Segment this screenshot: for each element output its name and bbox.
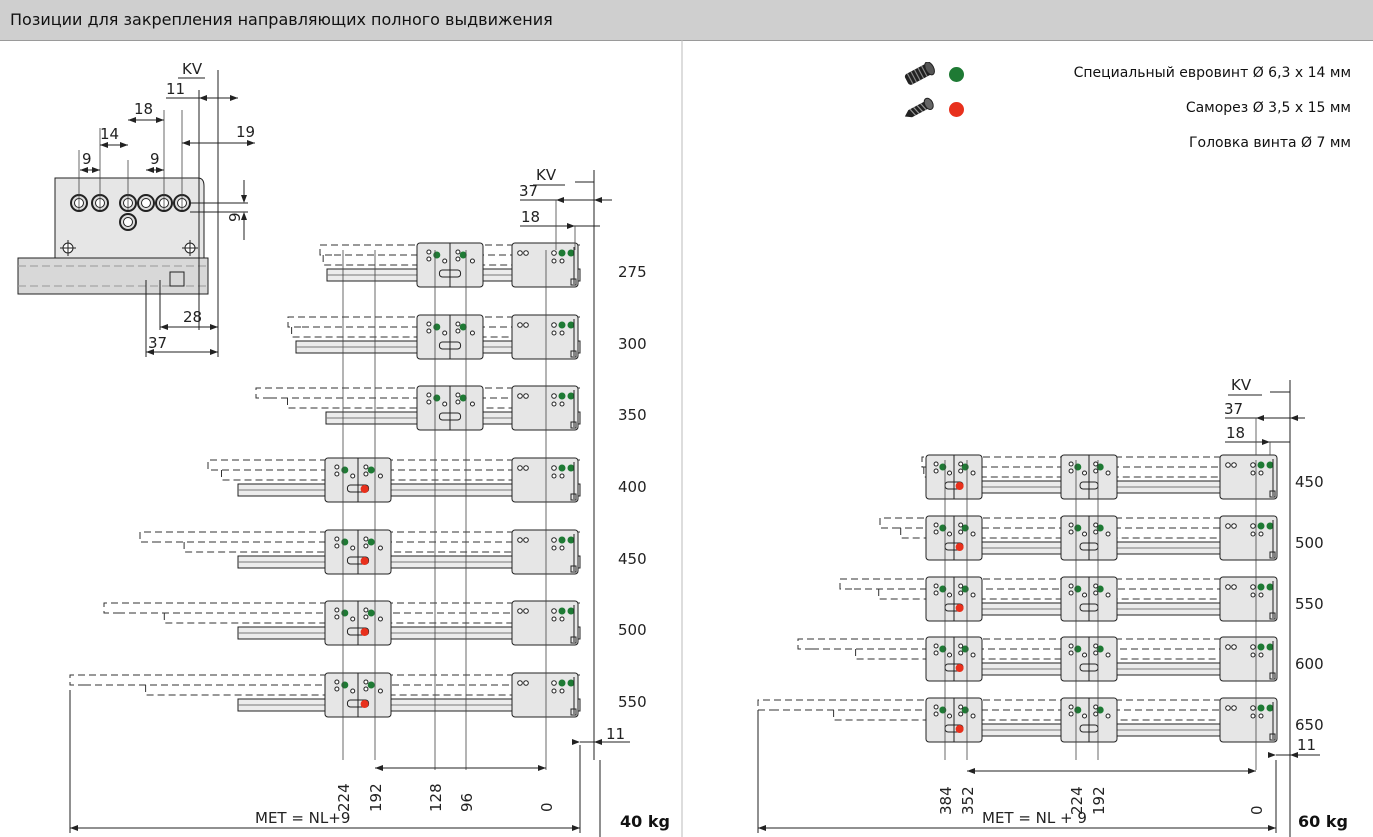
right-dim-11-label: 11 [1297,736,1316,754]
legend-screw-head-text: Головка винта Ø 7 мм [1189,135,1351,151]
left-position-label: 96 [458,793,476,812]
left-dim-11-label: 11 [606,725,625,743]
detail-view: 9 14 18 9 11 KV 19 9 28 37 [17,60,255,357]
left-rail-row: 275 [319,242,647,288]
right-position-label: 224 [1068,786,1086,815]
right-rail-row: 650 [757,697,1324,743]
title-bar: Позиции для закрепления направляющих пол… [0,0,1373,41]
legend-row-screw-head: Головка винта Ø 7 мм [891,132,1351,167]
dim-9a-label: 9 [82,150,92,168]
page-title: Позиции для закрепления направляющих пол… [10,10,553,29]
right-position-lines: 384 352 224 192 0 [937,460,1266,815]
right-rail-row: 500 [879,515,1324,561]
left-rail-row: 300 [287,314,647,360]
euro-screw-icon [904,62,935,85]
left-length-label: 450 [618,550,647,568]
left-position-label: 224 [335,783,353,812]
right-rail-row: 550 [839,576,1324,622]
legend-euro-screw-text: Специальный евровинт Ø 6,3 x 14 мм [1073,65,1351,81]
dim-9b-label: 9 [150,150,160,168]
right-met-dim: MET = NL + 9 60 kg [757,710,1348,837]
dim-9v-label: 9 [226,212,244,222]
left-rail-row: 550 [69,672,647,718]
left-rail-row: 400 [207,457,647,503]
legend-row-euro-screw: Специальный евровинт Ø 6,3 x 14 мм [891,62,1351,97]
left-length-label: 400 [618,478,647,496]
left-position-lines: 224 192 128 96 0 [335,250,556,812]
right-length-label: 550 [1295,595,1324,613]
euro-screw-dot [949,67,964,82]
left-length-label: 300 [618,335,647,353]
left-length-label: 500 [618,621,647,639]
left-weight-label: 40 kg [620,812,670,831]
left-length-label: 550 [618,693,647,711]
detail-bracket [17,177,209,295]
left-met-label: MET = NL+9 [255,809,350,827]
wood-screw-icon [904,97,934,118]
right-met-label: MET = NL + 9 [982,809,1087,827]
legend: Специальный евровинт Ø 6,3 x 14 мм Самор… [891,62,1351,167]
dim-18-label: 18 [134,100,153,118]
left-position-label: 192 [367,783,385,812]
legend-row-wood-screw: Саморез Ø 3,5 x 15 мм [891,97,1351,132]
right-position-label: 384 [937,786,955,815]
left-length-label: 275 [618,263,647,281]
left-position-label: 128 [427,783,445,812]
right-kv-label: KV [1231,376,1252,394]
right-position-label: 192 [1090,786,1108,815]
right-length-label: 650 [1295,716,1324,734]
dim-kv-label: KV [182,60,203,78]
left-rail-row: 450 [139,529,647,575]
right-position-label: 0 [1248,805,1266,815]
right-top-dims: KV 37 18 11 [1224,376,1320,760]
right-weight-label: 60 kg [1298,812,1348,831]
right-rail-row: 600 [797,636,1324,682]
right-position-label: 352 [959,786,977,815]
left-dim-18-label: 18 [521,208,540,226]
left-dim-37-label: 37 [519,182,538,200]
left-length-label: 350 [618,406,647,424]
left-position-label: 0 [538,802,556,812]
left-rail-row: 350 [255,385,647,431]
detail-dimensions: 9 14 18 9 11 KV 19 9 28 37 [78,60,255,357]
dim-19-label: 19 [236,123,255,141]
right-dim-18-label: 18 [1226,424,1245,442]
wood-screw-dot [949,102,964,117]
left-rail-row: 500 [103,600,647,646]
dim-14-label: 14 [100,125,119,143]
dim-28-label: 28 [183,308,202,326]
right-length-label: 500 [1295,534,1324,552]
legend-wood-screw-text: Саморез Ø 3,5 x 15 мм [1185,100,1351,116]
right-length-label: 450 [1295,473,1324,491]
dim-37-label: 37 [148,334,167,352]
left-met-dim: MET = NL+9 40 kg [69,690,670,837]
right-length-label: 600 [1295,655,1324,673]
right-rail-row: 450 [921,454,1324,500]
left-kv-label: KV [536,166,557,184]
dim-11-label: 11 [166,80,185,98]
right-dim-37-label: 37 [1224,400,1243,418]
